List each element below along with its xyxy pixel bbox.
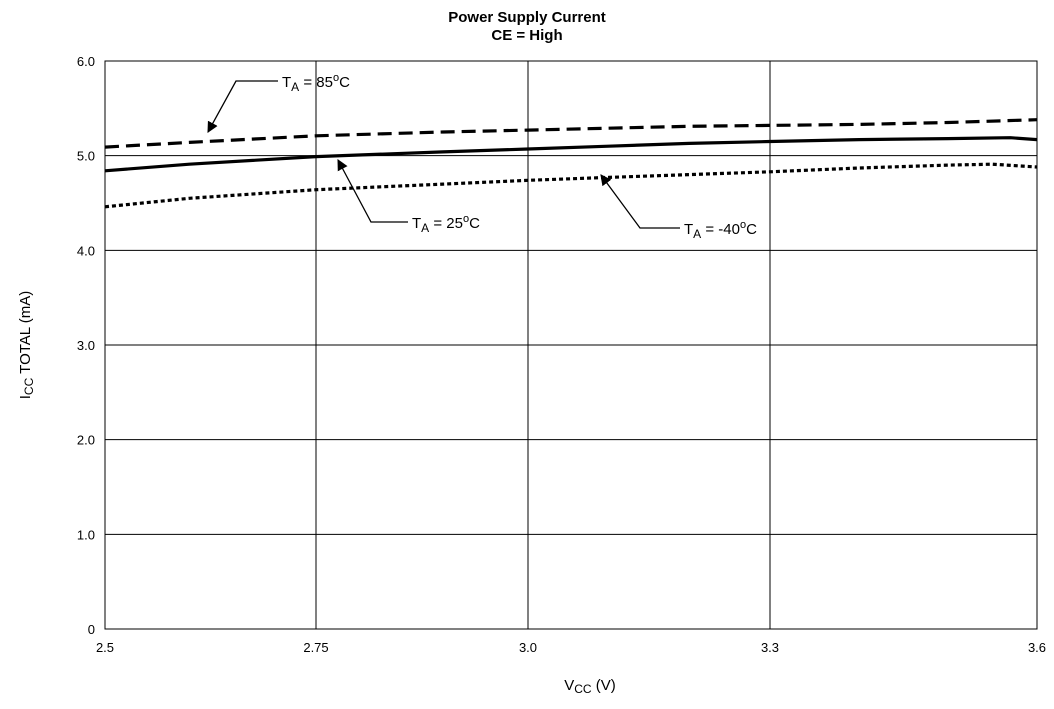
annotation-leader-1 [337,159,408,223]
annotation-label-sup: o [740,219,746,231]
x-axis-ticks: 2.5 2.75 3.0 3.3 3.6 [96,640,1046,655]
series-line-2 [104,162,1038,209]
y-tick-label: 3.0 [77,338,95,353]
y-tick-label: 5.0 [77,149,95,164]
x-tick-label: 3.0 [519,640,537,655]
x-axis-title-sub: CC [574,682,592,696]
annotation-label-main: T [412,215,421,232]
annotation-label-2: TA = -40oC [684,219,757,241]
plot-frame [104,60,1038,630]
annotation-label-end: C [339,74,350,91]
chart-subtitle: CE = High [491,27,562,44]
x-axis-title-tail: (V) [592,677,616,694]
annotation-label-tail: = 25 [429,215,463,232]
y-axis-ticks: 0 1.0 2.0 3.0 4.0 5.0 6.0 [77,54,95,637]
annotation-label-main: T [684,221,693,238]
annotation-leader-2 [600,174,680,229]
y-axis-title: ICC TOTAL (mA) [17,291,36,399]
y-tick-label: 6.0 [77,54,95,69]
x-tick-label: 3.3 [761,640,779,655]
annotation-label-end: C [469,215,480,232]
y-axis-title-sub: CC [22,377,36,395]
y-tick-label: 0 [88,622,95,637]
plot-area-border [104,60,1038,630]
annotation-label-tail: = -40 [701,221,740,238]
y-axis-title-tail: TOTAL (mA) [17,291,34,378]
y-tick-label: 1.0 [77,527,95,542]
y-tick-label: 4.0 [77,243,95,258]
annotation-label-1: TA = 25oC [412,213,480,235]
annotation-label-sup: o [333,72,339,84]
series-line-1 [104,136,1038,173]
annotation-label-sub: A [693,227,701,241]
x-tick-label: 3.6 [1028,640,1046,655]
chart-title: Power Supply Current [448,9,606,26]
y-axis-title-main: I [17,395,34,399]
annotation-label-sub: A [291,80,299,94]
annotation-label-0: TA = 85oC [282,72,350,94]
x-axis-title: VCC (V) [564,677,616,696]
annotation-label-end: C [746,221,757,238]
annotation-label-tail: = 85 [299,74,333,91]
series-line-0 [104,118,1038,149]
annotation-label-sup: o [463,213,469,225]
annotation-label-sub: A [421,221,429,235]
x-tick-label: 2.75 [303,640,328,655]
x-axis-title-main: V [564,677,574,694]
series [104,118,1038,209]
y-tick-label: 2.0 [77,433,95,448]
annotation-leader-0 [207,80,278,133]
x-tick-label: 2.5 [96,640,114,655]
annotation-label-main: T [282,74,291,91]
